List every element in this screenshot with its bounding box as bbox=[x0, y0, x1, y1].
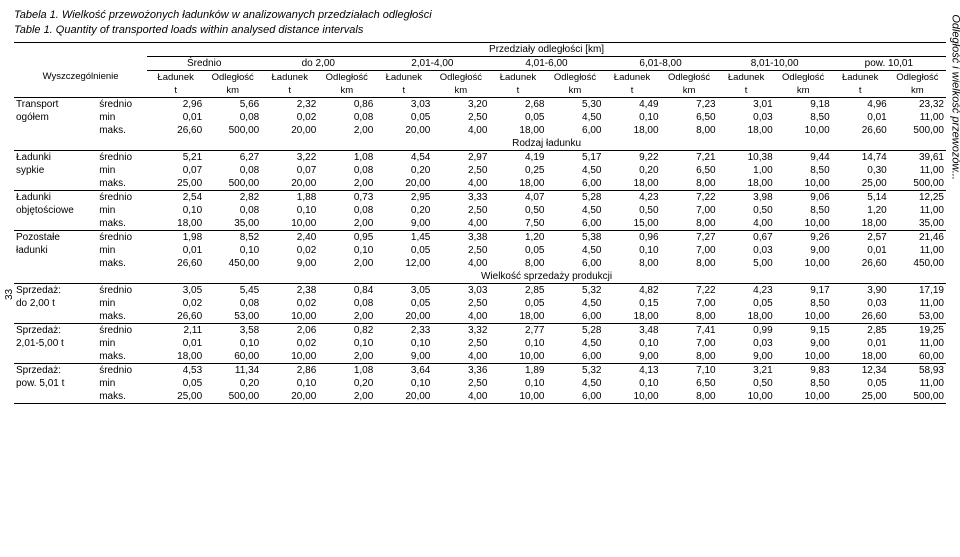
data-table: Przedziały odległości [km]Średniodo 2,00… bbox=[14, 42, 946, 404]
title-pl: Tabela 1. Wielkość przewożonych ładunków… bbox=[14, 8, 946, 23]
table-titles: Tabela 1. Wielkość przewożonych ładunków… bbox=[14, 8, 946, 38]
page-number: 33 bbox=[4, 289, 15, 300]
title-en: Table 1. Quantity of transported loads w… bbox=[14, 23, 946, 38]
side-caption: Odległość i wielkość przewozów... bbox=[950, 14, 960, 180]
